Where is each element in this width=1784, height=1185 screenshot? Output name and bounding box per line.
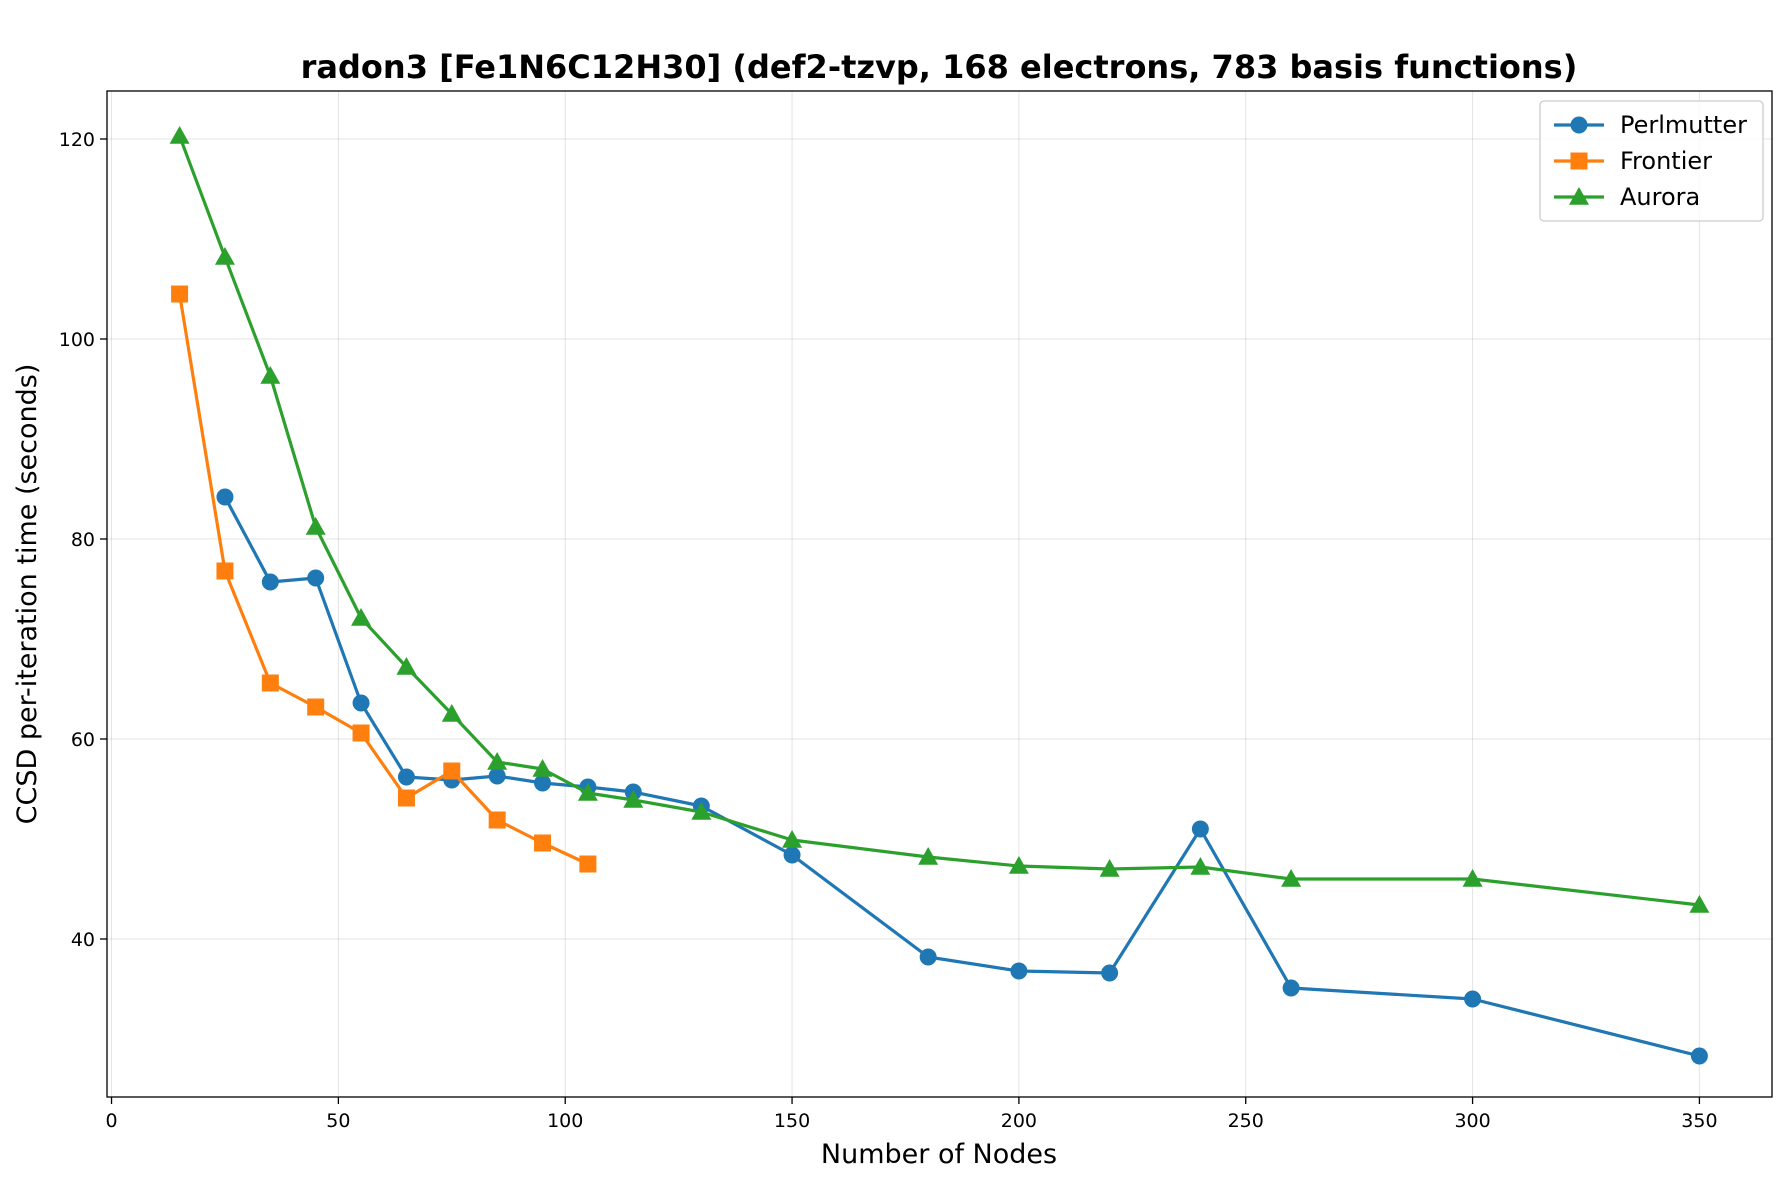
y-axis-label: CCSD per-iteration time (seconds) [12, 364, 43, 825]
x-tick-label: 50 [326, 1110, 350, 1132]
data-point-perlmutter [307, 569, 325, 587]
legend: Perlmutter Frontier Aurora [1539, 100, 1764, 222]
legend-label: Perlmutter [1620, 111, 1747, 139]
data-point-perlmutter [352, 694, 370, 712]
data-point-perlmutter [783, 846, 801, 864]
data-point-aurora [691, 802, 712, 820]
data-point-aurora [487, 752, 508, 770]
data-point-perlmutter [1191, 820, 1209, 838]
data-point-perlmutter [488, 767, 506, 785]
data-point-perlmutter [1282, 979, 1300, 997]
data-point-perlmutter [534, 774, 552, 792]
data-point-perlmutter [1010, 962, 1028, 980]
data-point-aurora [918, 847, 939, 865]
x-tick-label: 200 [1001, 1110, 1037, 1132]
series-layer [169, 126, 1710, 1065]
legend-item-frontier: Frontier [1554, 147, 1712, 175]
legend-swatch-marker [1570, 116, 1588, 134]
x-tick-label: 0 [105, 1110, 117, 1132]
data-point-aurora [1190, 857, 1211, 875]
data-point-frontier [397, 789, 415, 807]
data-point-frontier [488, 811, 506, 829]
x-axis-label: Number of Nodes [821, 1139, 1057, 1170]
data-point-frontier [443, 762, 461, 780]
x-tick-label: 350 [1681, 1110, 1717, 1132]
data-point-aurora [441, 704, 462, 722]
data-point-aurora [214, 247, 235, 265]
data-point-perlmutter [919, 948, 937, 966]
y-tick-label: 60 [71, 729, 95, 751]
data-point-aurora [1462, 869, 1483, 887]
data-point-frontier [216, 562, 234, 580]
data-point-perlmutter [1690, 1047, 1708, 1065]
data-point-aurora [1008, 856, 1029, 874]
series-frontier [171, 285, 597, 873]
series-line-aurora [178, 135, 1700, 907]
chart-title: radon3 [Fe1N6C12H30] (def2-tzvp, 168 ele… [301, 48, 1578, 86]
legend-label: Aurora [1620, 183, 1700, 211]
legend-item-aurora: Aurora [1554, 183, 1700, 211]
data-point-aurora [351, 608, 372, 626]
ticks: 0 50 100 150 200 250 300 350 40 60 80 100 120 [59, 129, 1718, 1132]
data-point-perlmutter [1101, 964, 1119, 982]
data-point-aurora [623, 790, 644, 808]
x-tick-label: 250 [1228, 1110, 1264, 1132]
data-point-frontier [261, 674, 279, 692]
data-point-perlmutter [397, 768, 415, 786]
data-point-aurora [396, 657, 417, 675]
data-point-aurora [1099, 859, 1120, 877]
grid [107, 91, 1772, 1097]
data-point-aurora [532, 759, 553, 777]
x-tick-label: 100 [547, 1110, 583, 1132]
data-point-aurora [169, 126, 190, 144]
y-tick-label: 40 [71, 929, 95, 951]
legend-swatch-marker [1569, 187, 1589, 205]
legend-swatch-marker [1570, 152, 1588, 170]
legend-box [1539, 100, 1764, 222]
data-point-aurora [782, 830, 803, 848]
data-point-perlmutter [1464, 990, 1482, 1008]
data-point-aurora [1281, 869, 1302, 887]
data-point-perlmutter [216, 488, 234, 506]
data-point-aurora [577, 783, 598, 801]
data-point-frontier [171, 285, 189, 303]
series-line-frontier [178, 293, 589, 866]
y-tick-label: 120 [59, 129, 95, 151]
legend-label: Frontier [1620, 147, 1712, 175]
plot-frame [106, 90, 1773, 1098]
data-point-aurora [260, 366, 281, 384]
legend-item-perlmutter: Perlmutter [1554, 111, 1747, 139]
y-tick-label: 100 [59, 329, 95, 351]
data-point-aurora [1689, 895, 1710, 913]
data-point-aurora [305, 517, 326, 535]
y-tick-label: 80 [71, 529, 95, 551]
x-tick-label: 150 [774, 1110, 810, 1132]
data-point-frontier [579, 855, 597, 873]
data-point-frontier [307, 698, 325, 716]
data-point-perlmutter [261, 573, 279, 591]
x-tick-label: 300 [1454, 1110, 1490, 1132]
series-aurora [169, 126, 1710, 913]
data-point-frontier [352, 724, 370, 742]
data-point-frontier [534, 834, 552, 852]
